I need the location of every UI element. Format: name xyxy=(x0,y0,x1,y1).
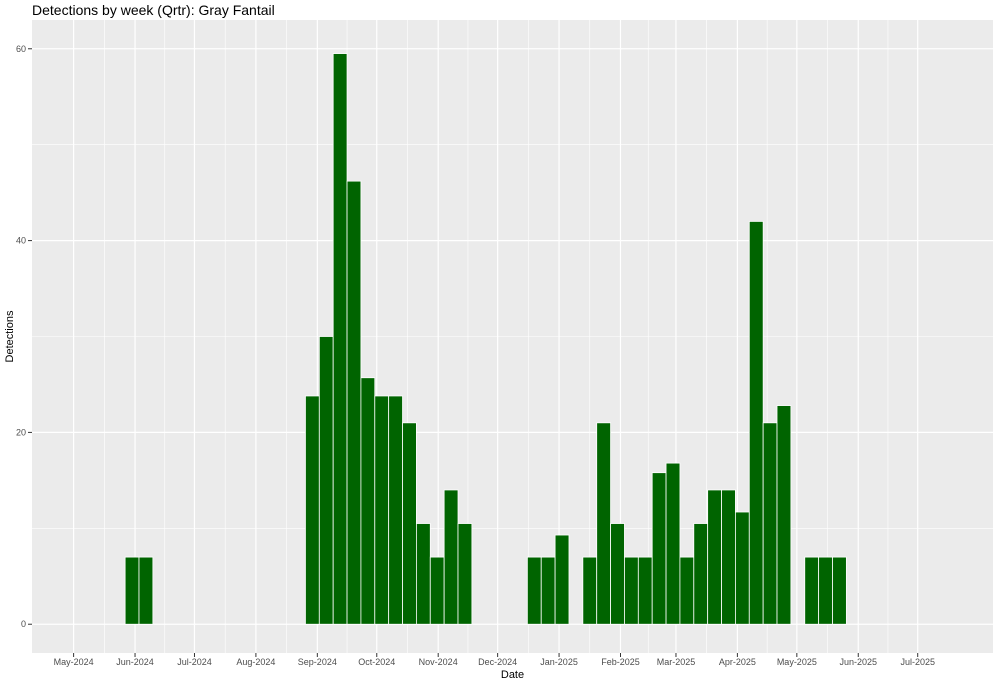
y-tick-label: 20 xyxy=(16,427,26,437)
x-tick-labels: May-2024 Jun-2024 Jul-2024 Aug-2024 Sep-2024… xyxy=(54,657,935,667)
bar xyxy=(305,395,320,625)
bar xyxy=(346,180,362,625)
x-tick-label: Sep-2024 xyxy=(298,657,337,667)
bar xyxy=(388,395,403,625)
bar xyxy=(748,221,764,625)
y-tick-labels: 0 20 40 60 xyxy=(16,44,26,629)
bar xyxy=(443,489,459,625)
bar xyxy=(679,556,695,625)
x-tick-label: Jul-2024 xyxy=(177,657,212,667)
bar xyxy=(735,511,750,625)
y-axis-title: Detections xyxy=(4,310,16,362)
x-tick-label: Dec-2024 xyxy=(478,657,517,667)
bar xyxy=(624,556,639,625)
bar xyxy=(554,534,570,625)
x-axis-title: Date xyxy=(501,669,524,681)
bar xyxy=(429,556,445,625)
bar xyxy=(582,556,598,625)
y-tick-label: 0 xyxy=(21,619,26,629)
x-tick-label: Jul-2025 xyxy=(900,657,935,667)
x-tick-label: Mar-2025 xyxy=(657,657,696,667)
axis-ticks xyxy=(28,48,919,657)
bar xyxy=(124,556,140,625)
bar xyxy=(804,556,820,625)
bar xyxy=(457,523,473,625)
y-tick-label: 40 xyxy=(16,236,26,246)
bar xyxy=(318,336,334,625)
bar xyxy=(651,472,667,625)
bar xyxy=(818,556,833,625)
bar xyxy=(693,523,709,625)
bar xyxy=(776,405,792,625)
bar xyxy=(721,489,736,625)
x-tick-label: Nov-2024 xyxy=(419,657,458,667)
bar xyxy=(762,422,778,625)
bar xyxy=(332,53,348,625)
x-tick-label: Jun-2024 xyxy=(116,657,154,667)
bar xyxy=(832,556,847,625)
x-tick-label: May-2025 xyxy=(777,657,817,667)
bar xyxy=(415,523,431,625)
bar xyxy=(402,422,417,625)
chart-title: Detections by week (Qrtr): Gray Fantail xyxy=(32,2,275,18)
x-tick-label: May-2024 xyxy=(54,657,94,667)
x-tick-label: Feb-2025 xyxy=(601,657,640,667)
bar xyxy=(374,395,390,625)
bar xyxy=(360,377,376,625)
x-tick-label: Apr-2025 xyxy=(719,657,756,667)
bar xyxy=(665,462,681,625)
bar xyxy=(637,556,653,625)
x-tick-label: Jun-2025 xyxy=(839,657,877,667)
x-tick-label: Oct-2024 xyxy=(358,657,395,667)
bar xyxy=(707,489,722,625)
bar xyxy=(138,556,154,625)
bar xyxy=(596,422,611,625)
bar xyxy=(526,556,542,625)
bars-group xyxy=(124,53,847,625)
x-tick-label: Aug-2024 xyxy=(236,657,275,667)
x-tick-label: Jan-2025 xyxy=(540,657,578,667)
bar xyxy=(540,556,556,625)
y-tick-label: 60 xyxy=(16,44,26,54)
bar xyxy=(610,523,625,625)
